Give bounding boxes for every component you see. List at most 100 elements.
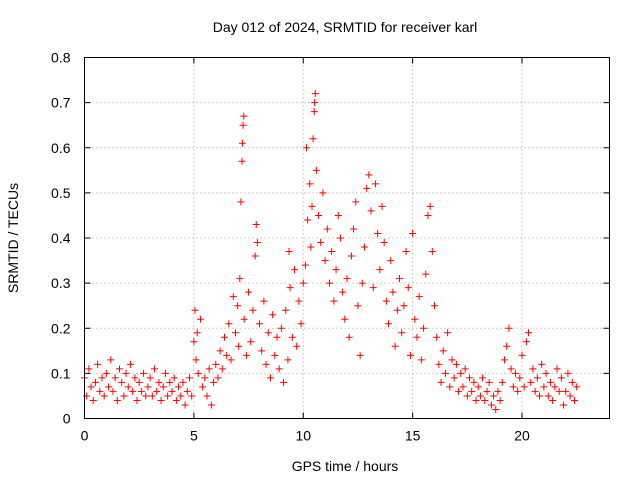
data-point xyxy=(312,166,320,174)
data-point xyxy=(553,365,561,373)
data-point xyxy=(444,329,452,337)
data-point xyxy=(485,378,493,386)
data-point xyxy=(533,374,541,382)
data-point xyxy=(562,387,570,395)
data-point xyxy=(157,396,165,404)
data-point xyxy=(452,360,460,368)
data-point xyxy=(170,374,178,382)
data-point xyxy=(566,392,574,400)
data-point xyxy=(89,396,97,404)
data-point xyxy=(102,369,110,377)
data-point xyxy=(350,225,358,233)
x-tick-label: 15 xyxy=(405,428,421,444)
data-point xyxy=(192,356,200,364)
data-point xyxy=(303,144,311,152)
data-point xyxy=(571,396,578,404)
data-point xyxy=(356,351,364,359)
data-point xyxy=(501,356,508,364)
data-point xyxy=(446,383,454,391)
data-point xyxy=(201,374,209,382)
data-point xyxy=(380,239,388,247)
data-point xyxy=(262,360,270,368)
data-point xyxy=(299,279,307,287)
data-point xyxy=(507,365,515,373)
data-point xyxy=(461,365,469,373)
data-point xyxy=(336,234,344,242)
data-point xyxy=(236,275,244,283)
data-point xyxy=(177,392,185,400)
y-tick-label: 0.1 xyxy=(51,365,71,381)
data-point xyxy=(540,383,548,391)
data-point xyxy=(573,383,581,391)
data-point xyxy=(417,356,425,364)
data-point xyxy=(240,112,248,120)
data-point xyxy=(118,378,126,386)
data-point xyxy=(308,202,316,210)
data-point xyxy=(186,374,193,382)
data-point xyxy=(242,351,250,359)
data-point xyxy=(144,383,152,391)
data-point xyxy=(323,225,331,233)
data-point xyxy=(304,216,312,224)
data-point xyxy=(183,387,191,395)
data-point xyxy=(122,369,130,377)
data-point xyxy=(367,207,375,215)
data-point xyxy=(520,383,528,391)
data-point xyxy=(85,365,93,373)
data-point xyxy=(216,347,224,355)
data-point xyxy=(166,378,174,386)
data-point xyxy=(238,157,246,165)
data-point xyxy=(398,329,406,337)
y-tick-label: 0.8 xyxy=(51,50,71,66)
data-point xyxy=(247,338,255,346)
data-point xyxy=(148,392,156,400)
data-point xyxy=(428,248,436,256)
data-point xyxy=(223,351,231,359)
y-tick-label: 0.7 xyxy=(51,95,71,111)
data-point xyxy=(347,252,355,260)
data-point xyxy=(168,387,176,395)
data-point xyxy=(109,387,117,395)
data-point xyxy=(422,270,430,278)
data-point xyxy=(564,369,572,377)
chart-title: Day 012 of 2024, SRMTID for receiver kar… xyxy=(213,19,478,35)
data-point xyxy=(387,257,395,265)
data-point xyxy=(479,374,487,382)
data-point xyxy=(409,229,417,237)
data-point xyxy=(472,396,480,404)
data-point xyxy=(306,180,314,188)
data-point xyxy=(240,315,248,323)
data-point xyxy=(153,387,161,395)
data-point xyxy=(420,324,428,332)
data-point xyxy=(358,279,366,287)
data-point xyxy=(522,338,530,346)
data-point xyxy=(91,378,99,386)
data-point xyxy=(205,365,213,373)
data-point xyxy=(203,392,211,400)
data-point xyxy=(481,396,489,404)
data-point xyxy=(181,401,189,409)
data-point xyxy=(345,333,353,341)
data-point xyxy=(133,396,141,404)
data-point xyxy=(551,383,559,391)
data-point xyxy=(295,297,303,305)
data-point xyxy=(194,369,202,377)
data-point xyxy=(285,248,293,256)
data-point xyxy=(193,329,201,337)
data-point xyxy=(555,387,563,395)
data-point xyxy=(363,184,371,192)
data-point xyxy=(280,378,288,386)
data-point xyxy=(151,365,158,373)
data-point xyxy=(105,383,113,391)
x-tick-label: 10 xyxy=(295,428,311,444)
data-point xyxy=(264,329,272,337)
data-point xyxy=(463,392,471,400)
data-point xyxy=(374,229,382,237)
data-point xyxy=(311,90,319,98)
data-point xyxy=(503,342,511,350)
data-point xyxy=(496,396,504,404)
data-point xyxy=(483,387,491,395)
data-point xyxy=(98,374,106,382)
data-point xyxy=(413,333,421,341)
data-point xyxy=(252,220,260,228)
